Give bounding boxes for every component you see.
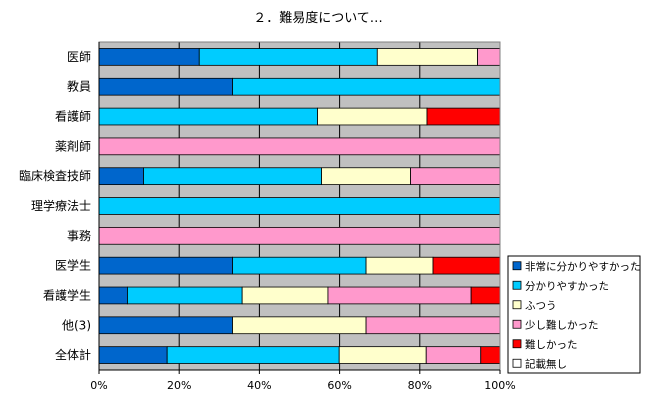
bar-segment	[321, 167, 411, 186]
legend-swatch	[512, 339, 522, 349]
y-tick-label: 教員	[67, 79, 91, 94]
bar-segment	[232, 256, 367, 275]
y-tick-label: 他(3)	[62, 318, 91, 332]
legend-label: 難しかった	[525, 338, 578, 351]
x-tick-label: 100%	[484, 379, 515, 392]
bar-segment	[98, 137, 501, 156]
legend-swatch	[512, 261, 522, 271]
bar-segment	[432, 256, 501, 275]
bar-segment	[425, 346, 482, 364]
bar-segment	[143, 167, 322, 186]
bar-segment	[98, 346, 168, 364]
bar-segment	[477, 48, 501, 66]
bar-segment	[98, 167, 144, 186]
x-tick-label: 60%	[327, 379, 351, 392]
legend-swatch	[512, 280, 522, 290]
bar-segment	[98, 107, 318, 126]
x-tick-label: 20%	[167, 379, 191, 392]
legend-label: 少し難しかった	[525, 318, 599, 331]
y-tick-label: 事務	[67, 229, 91, 243]
bar-segment	[470, 286, 501, 305]
bar-segment	[198, 48, 378, 66]
y-tick-label: 看護学生	[43, 287, 91, 302]
bar-segment	[426, 107, 501, 126]
legend-label: ふつう	[525, 300, 557, 312]
bar-segment	[410, 167, 501, 186]
chart-title: ２．難易度について…	[253, 10, 383, 26]
x-tick-label: 80%	[408, 379, 432, 392]
bar-segment	[166, 346, 340, 364]
legend-label: 分かりやすかった	[525, 280, 609, 292]
y-tick-label: 看護師	[55, 109, 91, 124]
legend-swatch	[512, 319, 522, 329]
bar-segment	[365, 256, 434, 275]
bar-segment	[317, 107, 428, 126]
bar-segment	[98, 316, 233, 335]
legend-box	[507, 255, 641, 374]
bar-segment	[127, 286, 243, 305]
y-tick-label: 医学生	[55, 258, 91, 273]
y-tick-label: 理学療法士	[31, 198, 91, 213]
bar-segment	[98, 286, 128, 305]
bar-segment	[98, 77, 233, 96]
y-tick-label: 医師	[67, 50, 91, 64]
bar-segment	[338, 346, 427, 364]
legend-label: 非常に分かりやすかった	[525, 260, 641, 273]
bar-segment	[98, 48, 200, 66]
y-tick-label: 薬剤師	[55, 138, 91, 153]
bar-segment	[98, 226, 501, 245]
legend-label: 記載無し	[525, 357, 567, 370]
bar-segment	[232, 316, 367, 335]
bar-segment	[480, 346, 501, 364]
bar-segment	[98, 197, 501, 215]
legend-swatch	[512, 300, 522, 310]
y-tick-label: 全体計	[55, 347, 91, 362]
x-tick-label: 0%	[90, 379, 107, 392]
x-tick-label: 40%	[247, 379, 271, 392]
bar-segment	[365, 316, 501, 335]
bar-segment	[376, 48, 478, 66]
y-tick-label: 臨床検査技師	[19, 169, 91, 183]
bar-segment	[98, 256, 233, 275]
legend-swatch	[512, 358, 522, 368]
bar-segment	[232, 77, 501, 96]
bar-segment	[327, 286, 472, 305]
bar-segment	[241, 286, 329, 305]
